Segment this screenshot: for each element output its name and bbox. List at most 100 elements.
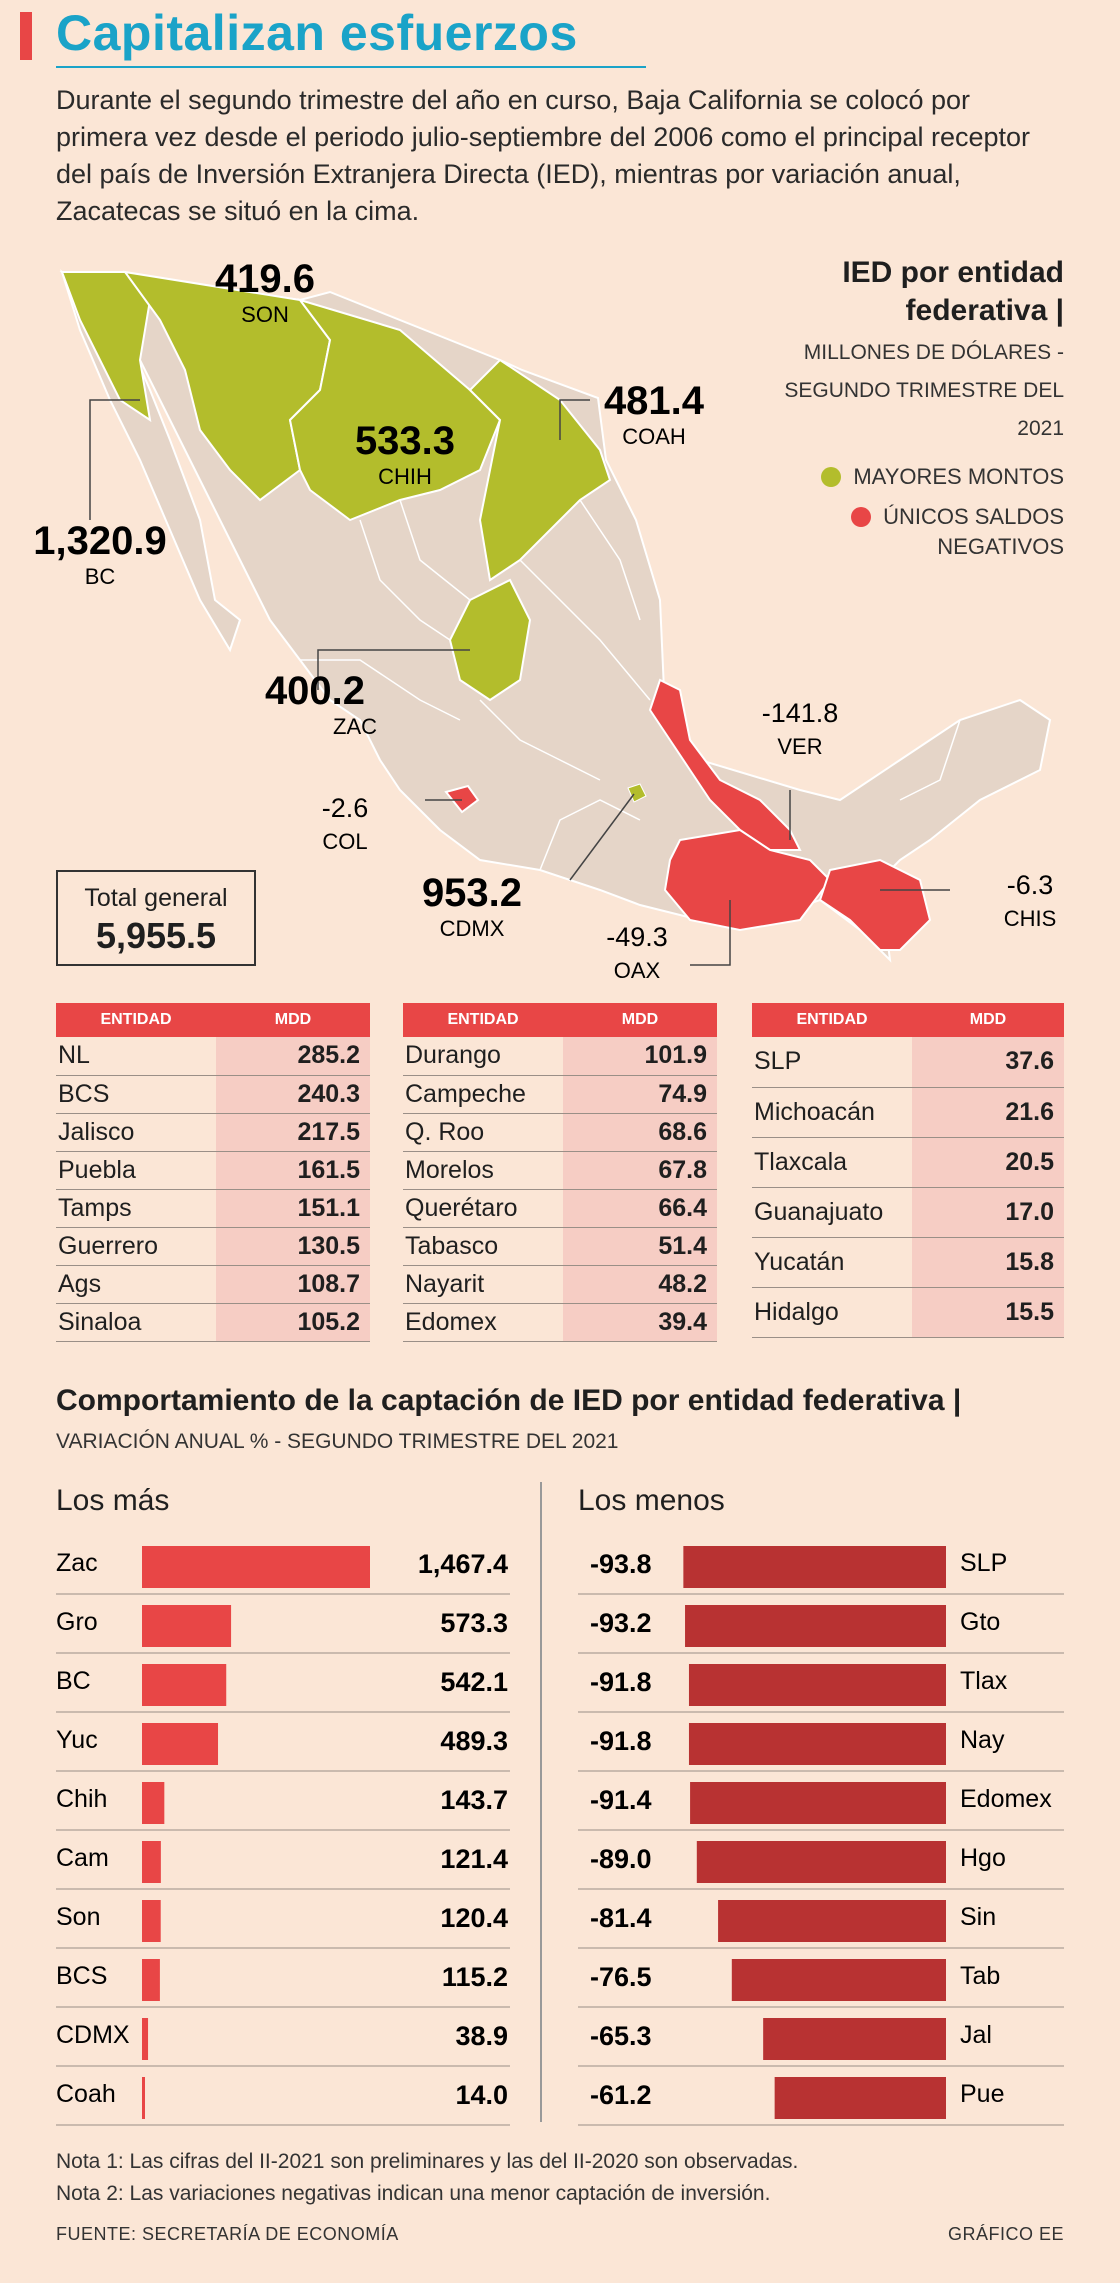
right-bar	[688, 1723, 946, 1765]
col-value: MDD	[216, 1003, 370, 1037]
left-category-label: Yuc	[56, 1726, 98, 1754]
table-row: Guerrero 130.5	[56, 1227, 370, 1266]
section2-subtitle: VARIACIÓN ANUAL % - SEGUNDO TRIMESTRE DE…	[56, 1430, 619, 1453]
right-bar	[774, 2077, 946, 2119]
left-value-label: 1,467.4	[418, 1549, 508, 1579]
total-label: Total general	[84, 884, 228, 912]
state-ver	[648, 678, 802, 851]
state-bc	[60, 271, 152, 423]
label-son-state: SON	[241, 302, 289, 327]
left-category-label: Gro	[56, 1608, 98, 1636]
left-value-label: 38.9	[455, 2021, 508, 2051]
right-category-label: Pue	[960, 2080, 1004, 2108]
table-row: Sinaloa 105.2	[56, 1303, 370, 1342]
right-category-label: Gto	[960, 1608, 1000, 1636]
label-coah-state: COAH	[622, 424, 686, 449]
table-row: Q. Roo 68.6	[403, 1113, 717, 1152]
legend-title: IED por entidad federativa |	[842, 256, 1064, 327]
right-value-label: -81.4	[590, 1903, 652, 1933]
label-chis-state: CHIS	[1004, 906, 1057, 931]
table-row: Edomex 39.4	[403, 1303, 717, 1342]
right-value-label: -89.0	[590, 1844, 652, 1874]
legend-subtitle: MILLONES DE DÓLARES - SEGUNDO TRIMESTRE …	[784, 341, 1064, 440]
section2-title: Comportamiento de la captación de IED po…	[56, 1384, 962, 1453]
col-entity: ENTIDAD	[56, 1003, 216, 1037]
right-category-label: Nay	[960, 1726, 1005, 1754]
left-value-label: 115.2	[442, 1962, 508, 1992]
left-value-label: 542.1	[440, 1667, 508, 1697]
legend-red: ÚNICOS SALDOS NEGATIVOS	[824, 502, 1064, 562]
table-row: Guanajuato 17.0	[752, 1187, 1064, 1238]
label-ver-value: -141.8	[762, 698, 839, 728]
table-row: Ags 108.7	[56, 1265, 370, 1304]
table-row: BCS 240.3	[56, 1075, 370, 1114]
table-group-3: ENTIDAD MDD SLP 37.6 Michoacán 21.6 Tlaxcal…	[752, 1003, 1064, 1338]
note-1: Nota 1: Las cifras del II-2021 son preli…	[56, 2150, 799, 2173]
table-row: Nayarit 48.2	[403, 1265, 717, 1304]
title-rule	[56, 66, 646, 68]
left-category-label: Coah	[56, 2080, 116, 2108]
right-bar	[763, 2018, 946, 2060]
right-value-label: -65.3	[590, 2021, 652, 2051]
total-box: Total general 5,955.5	[56, 870, 256, 966]
label-ver-state: VER	[777, 734, 822, 759]
table-row: Tamps 151.1	[56, 1189, 370, 1228]
right-value-label: -76.5	[590, 1962, 652, 1992]
label-col-state: COL	[322, 829, 367, 854]
right-category-label: Sin	[960, 1903, 996, 1931]
label-coah-value: 481.4	[604, 379, 705, 423]
right-category-label: SLP	[960, 1549, 1007, 1577]
red-dot-icon	[851, 507, 872, 527]
state-oax	[663, 828, 832, 932]
right-value-label: -93.2	[590, 1608, 652, 1638]
table-row: Querétaro 66.4	[403, 1189, 717, 1228]
left-category-label: CDMX	[56, 2021, 130, 2049]
left-column-title: Los más	[56, 1484, 170, 1517]
right-bar	[718, 1900, 946, 1942]
right-category-label: Edomex	[960, 1785, 1052, 1813]
green-dot-icon	[821, 467, 842, 487]
right-bar	[688, 1664, 946, 1706]
right-category-label: Jal	[960, 2021, 992, 2049]
left-category-label: BC	[56, 1667, 91, 1695]
table-row: Tlaxcala 20.5	[752, 1137, 1064, 1188]
intro-paragraph: Durante el segundo trimestre del año en …	[56, 85, 1031, 226]
left-value-label: 121.4	[440, 1844, 508, 1874]
total-value: 5,955.5	[95, 915, 217, 956]
table-row: NL 285.2	[56, 1037, 370, 1076]
label-chih-state: CHIH	[378, 464, 432, 489]
left-value-label: 14.0	[455, 2080, 508, 2110]
state-col	[444, 784, 480, 814]
label-bc-value: 1,320.9	[33, 519, 166, 563]
label-bc-state: BC	[85, 564, 116, 589]
left-value-label: 489.3	[440, 1726, 508, 1756]
right-bar	[731, 1959, 946, 2001]
right-value-label: -93.8	[590, 1549, 652, 1579]
left-bar	[142, 1546, 370, 1588]
label-chis-value: -6.3	[1007, 870, 1054, 900]
left-category-label: Zac	[56, 1549, 98, 1577]
mexico-map: 419.6 SON 533.3 CHIH 481.4 COAH 1,320.9 …	[33, 257, 1056, 983]
map-labels: 419.6 SON 533.3 CHIH 481.4 COAH 1,320.9 …	[33, 257, 1056, 983]
left-bar	[142, 1723, 219, 1765]
table-row: Yucatán 15.8	[752, 1237, 1064, 1288]
right-value-label: -91.4	[590, 1785, 652, 1815]
source: FUENTE: SECRETARÍA DE ECONOMÍA	[56, 2224, 399, 2244]
table-row: Hidalgo 15.5	[752, 1287, 1064, 1338]
table-row: Puebla 161.5	[56, 1151, 370, 1190]
left-bar	[142, 1900, 161, 1942]
title-accent-bar	[20, 12, 32, 60]
right-bar	[683, 1546, 946, 1588]
leader-lines	[89, 399, 950, 966]
state-zac	[448, 578, 532, 702]
col-value: MDD	[912, 1003, 1064, 1037]
right-bar	[690, 1782, 946, 1824]
left-category-label: Chih	[56, 1785, 107, 1813]
right-value-label: -91.8	[590, 1667, 652, 1697]
variation-bar-charts: Zac 1,467.4 Gro 573.3 BC 542.1 Yuc 489.3 Chih 143…	[56, 1546, 1064, 2126]
col-entity: ENTIDAD	[403, 1003, 563, 1037]
label-zac-state: ZAC	[333, 714, 377, 739]
table-row: Tabasco 51.4	[403, 1227, 717, 1266]
table-row: Michoacán 21.6	[752, 1087, 1064, 1138]
left-bar	[142, 1664, 227, 1706]
